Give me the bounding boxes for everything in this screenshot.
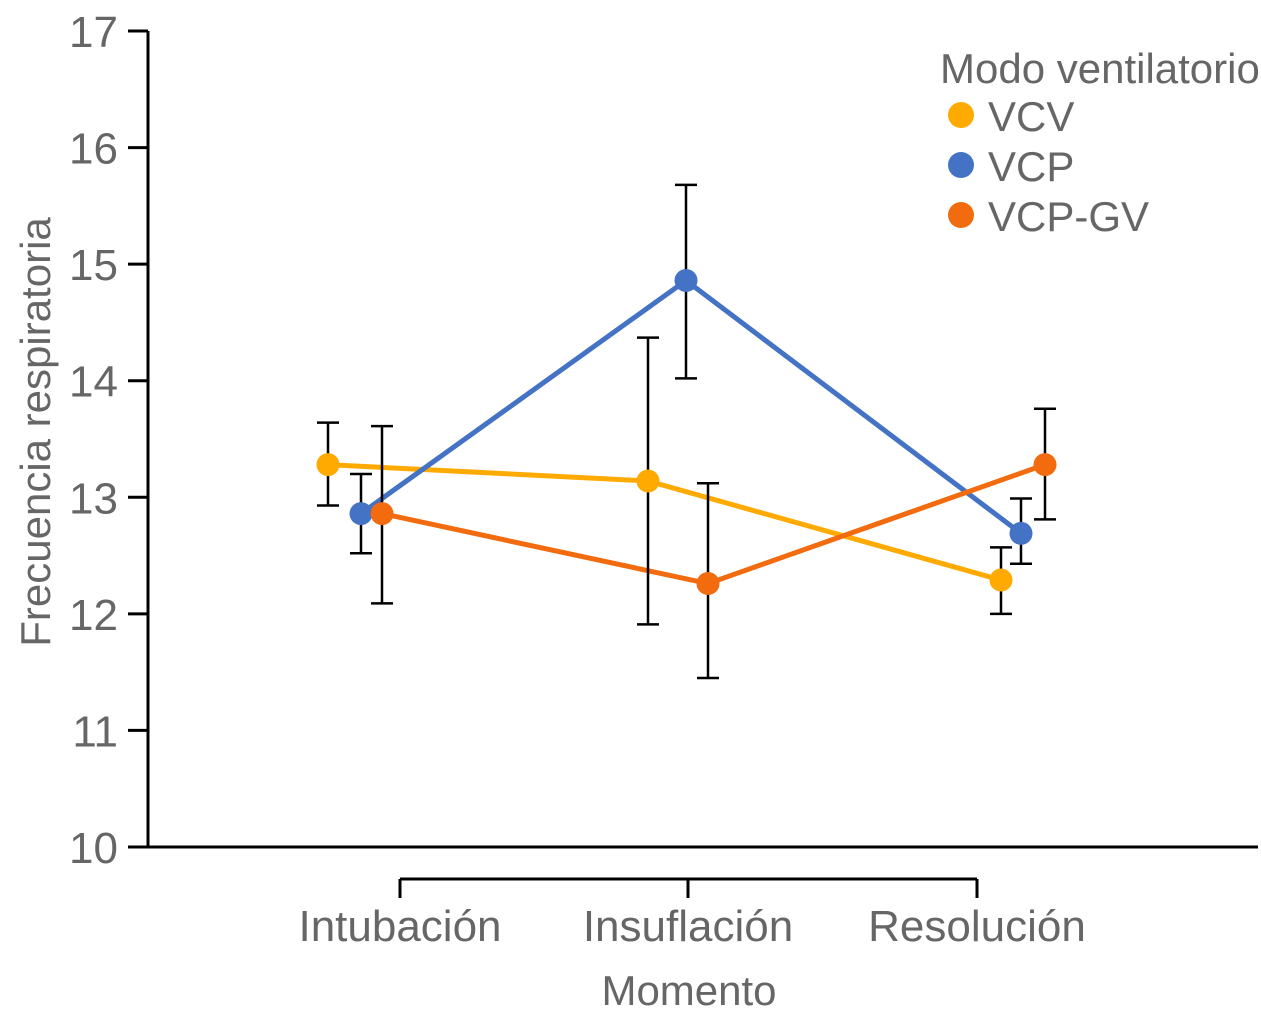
point-vcv: [989, 568, 1013, 592]
legend-label: VCP: [988, 143, 1074, 190]
point-vcp-gv: [696, 572, 720, 596]
x-tick-label: Intubación: [298, 902, 501, 951]
plot-area: [316, 183, 1057, 680]
legend-item-vcp: VCP: [948, 143, 1074, 190]
y-tick-label: 14: [69, 358, 118, 407]
y-tick-label: 16: [69, 125, 118, 174]
y-tick-label: 12: [69, 591, 118, 640]
legend-marker: [948, 102, 974, 128]
y-tick-label: 13: [69, 474, 118, 523]
x-tick-label: Resolución: [868, 902, 1086, 951]
x-axis-title: Momento: [601, 967, 776, 1014]
legend-label: VCV: [988, 93, 1074, 140]
y-tick-label: 15: [69, 241, 118, 290]
error-bars: [317, 183, 1056, 680]
y-axis: 10 11 12 13 14 15 16 17: [69, 8, 1258, 873]
points: [316, 268, 1057, 596]
point-vcp-gv: [370, 502, 394, 526]
legend-marker: [948, 152, 974, 178]
legend-label: VCP-GV: [988, 193, 1149, 240]
point-vcp: [1009, 521, 1033, 545]
y-tick-label: 11: [72, 707, 118, 756]
point-vcp: [674, 268, 698, 292]
legend-item-vcp-gv: VCP-GV: [948, 193, 1149, 240]
y-tick-label: 17: [69, 8, 118, 57]
legend-marker: [948, 202, 974, 228]
x-axis: Intubación Insuflación Resolución: [298, 877, 1086, 951]
legend-item-vcv: VCV: [948, 93, 1074, 140]
y-tick-label: 10: [69, 824, 118, 873]
point-vcp: [349, 502, 373, 526]
legend-title: Modo ventilatorio: [940, 45, 1260, 92]
point-vcp-gv: [1033, 453, 1057, 477]
point-vcv: [316, 453, 340, 477]
x-tick-label: Insuflación: [583, 902, 793, 951]
y-axis-title: Frecuencia respiratoria: [12, 217, 59, 647]
point-vcv: [636, 469, 660, 493]
